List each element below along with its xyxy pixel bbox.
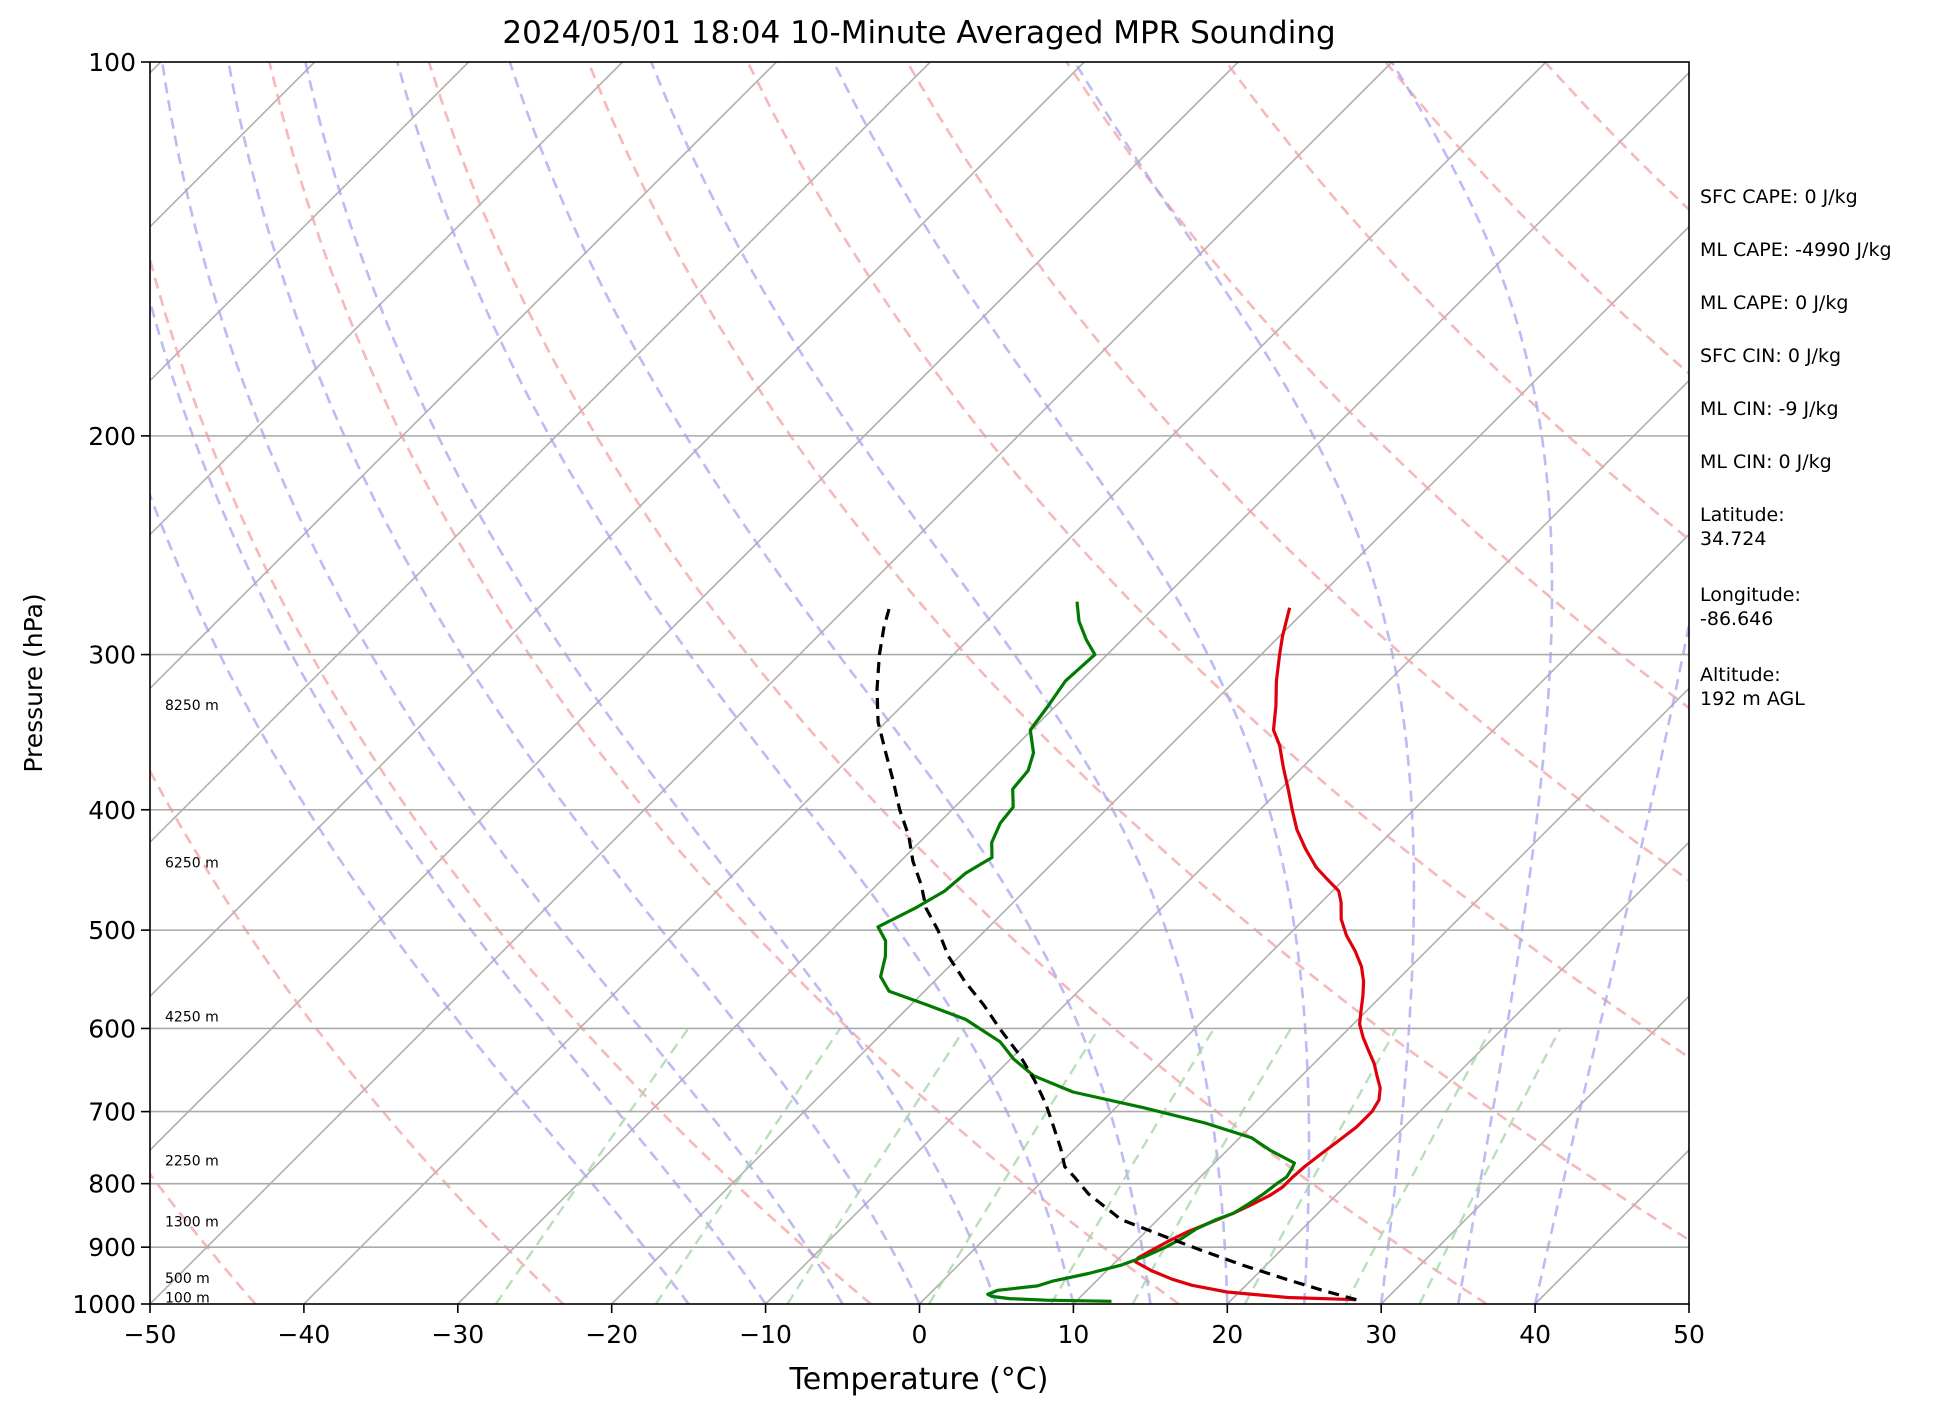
- moist-adiabat-line: [1390, 62, 1554, 1304]
- x-tick-label: −10: [739, 1320, 792, 1349]
- x-tick-label: 20: [1211, 1320, 1243, 1349]
- isotherm-line: [150, 62, 1085, 998]
- plot-background: [150, 62, 1689, 1304]
- altitude-block: Altitude: 192 m AGL: [1700, 663, 1925, 711]
- isotherm-line: [457, 71, 1689, 1304]
- temperature-profile-line: [1133, 607, 1382, 1302]
- y-tick-label: 400: [88, 796, 136, 825]
- x-tick-label: 30: [1365, 1320, 1397, 1349]
- sounding-stats: SFC CAPE: 0 J/kg ML CAPE: -4990 J/kg ML …: [1700, 185, 1925, 743]
- moist-adiabat-line: [161, 62, 844, 1304]
- isotherm-line: [1226, 841, 1689, 1304]
- sfc-cape-text: SFC CAPE: 0 J/kg: [1700, 186, 1858, 208]
- isotherm-line: [150, 62, 1239, 1152]
- height-label: 100 m: [165, 1291, 210, 1307]
- mixing-ratio-line: [786, 1027, 966, 1304]
- moist-adiabat-line: [304, 62, 998, 1304]
- isotherm-line: [150, 62, 931, 844]
- mixing-ratio-line: [927, 1027, 1100, 1304]
- isotherm-line: [0, 62, 7, 1304]
- longitude-block: Longitude: -86.646: [1700, 583, 1925, 631]
- longitude-value: -86.646: [1700, 608, 1774, 630]
- dry-adiabat-line: [150, 254, 872, 1304]
- moist-adiabat-line: [150, 491, 690, 1304]
- y-tick-label: 500: [88, 916, 136, 945]
- moist-adiabat-line: [1533, 617, 1689, 1304]
- height-label: 500 m: [165, 1271, 210, 1287]
- latitude-label: Latitude:: [1700, 504, 1785, 526]
- moist-adiabat-line: [649, 62, 1229, 1304]
- isotherm-line: [918, 533, 1689, 1304]
- x-tick-label: 10: [1057, 1320, 1089, 1349]
- dry-adiabat-line: [268, 62, 1180, 1304]
- mixing-ratio-line: [1131, 1027, 1292, 1304]
- isotherm-line: [1072, 687, 1689, 1304]
- y-tick-label: 300: [88, 641, 136, 670]
- y-axis-label: Pressure (hPa): [19, 593, 48, 772]
- y-tick-label: 900: [88, 1233, 136, 1262]
- dry-adiabat-line: [746, 62, 1689, 1059]
- altitude-value: 192 m AGL: [1700, 688, 1805, 710]
- y-tick-label: 600: [88, 1014, 136, 1043]
- isotherm-line: [150, 62, 624, 536]
- isotherm-line: [150, 62, 470, 382]
- dry-adiabat-line: [150, 1172, 257, 1304]
- ml-cape-text: ML CAPE: -4990 J/kg: [1700, 239, 1892, 261]
- moist-adiabat-line: [508, 62, 1152, 1304]
- isotherm-line: [765, 379, 1689, 1304]
- dry-adiabat-line: [587, 62, 1689, 1242]
- moist-adiabat-line: [396, 62, 1075, 1304]
- dewpoint-profile-line: [876, 601, 1296, 1303]
- x-tick-label: 50: [1673, 1320, 1705, 1349]
- moist-adiabat-line: [150, 296, 767, 1304]
- latitude-block: Latitude: 34.724: [1700, 503, 1925, 551]
- y-tick-label: 800: [88, 1170, 136, 1199]
- y-tick-label: 700: [88, 1098, 136, 1127]
- height-label: 6250 m: [165, 856, 219, 872]
- isotherm-line: [1380, 995, 1689, 1304]
- isotherm-line: [303, 62, 1547, 1304]
- y-tick-label: 100: [88, 48, 136, 77]
- height-label: 1300 m: [165, 1215, 219, 1231]
- mixing-ratio-line: [1050, 1027, 1215, 1304]
- x-tick-label: −40: [278, 1320, 331, 1349]
- x-tick-label: −30: [431, 1320, 484, 1349]
- parcel-profile-line: [875, 607, 1357, 1302]
- y-tick-label: 1000: [72, 1290, 136, 1319]
- isotherm-line: [611, 225, 1689, 1304]
- x-tick-label: 40: [1519, 1320, 1551, 1349]
- x-tick-label: −20: [585, 1320, 638, 1349]
- x-tick-label: 0: [912, 1320, 928, 1349]
- altitude-label: Altitude:: [1700, 664, 1781, 686]
- sfc-cin-text: SFC CIN: 0 J/kg: [1700, 345, 1842, 367]
- moist-adiabat-line: [832, 62, 1311, 1304]
- longitude-label: Longitude:: [1700, 584, 1801, 606]
- ml-cin-text: ML CIN: -9 J/kg: [1700, 398, 1839, 420]
- x-tick-label: −50: [124, 1320, 177, 1349]
- height-label: 2250 m: [165, 1154, 219, 1170]
- isotherm-line: [150, 62, 1393, 1304]
- dry-adiabat-line: [1065, 62, 1689, 710]
- height-label: 8250 m: [165, 698, 219, 714]
- moist-adiabat-line: [1073, 62, 1416, 1304]
- chart-title: 2024/05/01 18:04 10-Minute Averaged MPR …: [502, 15, 1335, 51]
- height-label: 4250 m: [165, 1010, 219, 1026]
- y-tick-label: 200: [88, 422, 136, 451]
- latitude-value: 34.724: [1700, 528, 1767, 550]
- isotherm-line: [150, 62, 777, 690]
- x-axis-label: Temperature (°C): [789, 1362, 1049, 1397]
- moist-adiabat-line: [227, 62, 921, 1304]
- ml-cape-text-2: ML CAPE: 0 J/kg: [1700, 292, 1849, 314]
- ml-cin-text-2: ML CIN: 0 J/kg: [1700, 451, 1832, 473]
